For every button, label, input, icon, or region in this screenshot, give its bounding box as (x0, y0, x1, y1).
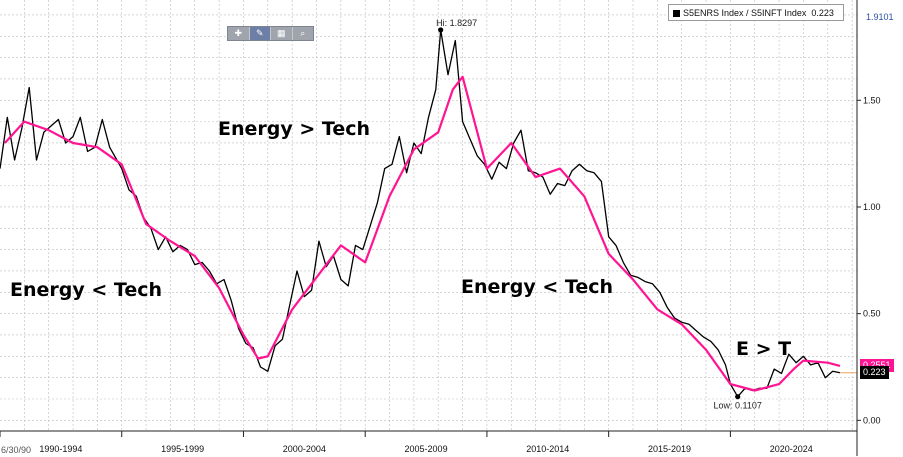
annotation-energy-lt-tech-right: Energy < Tech (461, 276, 614, 298)
low-label: Low: 0.1107 (714, 401, 762, 411)
series-lines (0, 29, 857, 398)
legend-swatch-icon (673, 10, 680, 17)
legend-value: 0.223 (811, 8, 834, 18)
last-value-tag: 0.223 (860, 366, 889, 379)
x-tick-label: 2000-2004 (283, 444, 326, 454)
chart-toolbar: ✚ ✎ ▦ ⌕ (227, 26, 314, 41)
axes: 0.00 0.50 1.00 1.50 1990-1994 1995-1999 2000-2… (0, 0, 881, 456)
ratio-line (0, 29, 841, 398)
x-tick-label: 2010-2014 (526, 444, 569, 454)
legend-label: S5ENRS Index / S5INFT Index (683, 8, 807, 18)
x-tick-label: 2015-2019 (648, 444, 691, 454)
x-tick-label: 2020-2024 (770, 444, 813, 454)
y-tick-label: 0.50 (863, 309, 881, 319)
zoom-icon[interactable]: ⌕ (300, 28, 306, 38)
y-tick-label: 0.00 (863, 415, 881, 425)
annotation-energy-gt-tech: Energy > Tech (218, 118, 371, 140)
y-tick-label: 1.50 (863, 95, 881, 105)
hi-label: Hi: 1.8297 (436, 18, 477, 28)
legend[interactable]: S5ENRS Index / S5INFT Index 0.223 (668, 4, 844, 21)
hi-low-markers: Hi: 1.8297 Low: 0.1107 (436, 18, 762, 411)
hi-marker (438, 27, 444, 33)
moving-average-line (4, 75, 841, 392)
start-date-stub: 6/30/90 (0, 444, 35, 457)
grid-lines (0, 0, 857, 431)
annotation-e-gt-t: E > T (736, 338, 792, 360)
y-tick-label: 1.00 (863, 202, 881, 212)
low-marker (735, 394, 741, 400)
grid-icon[interactable]: ▦ (271, 27, 293, 40)
x-tick-label: 1990-1994 (39, 444, 82, 454)
pen-icon[interactable]: ✎ (249, 27, 271, 40)
crosshair-icon[interactable]: ✚ (228, 27, 250, 40)
top-value-tag: 1.9101 (863, 11, 897, 24)
x-tick-label: 1995-1999 (161, 444, 204, 454)
x-tick-label: 2005-2009 (405, 444, 448, 454)
annotation-energy-lt-tech-left: Energy < Tech (10, 279, 163, 301)
